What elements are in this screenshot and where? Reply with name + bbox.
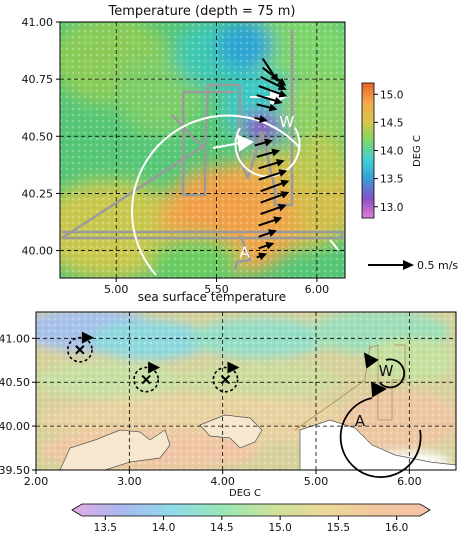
y-tick-label: 40.50 xyxy=(0,376,30,389)
colorbar-tick-label: 13.5 xyxy=(380,174,403,186)
eddy-label: A xyxy=(355,412,366,430)
colorbar-tick-label: 14.5 xyxy=(380,117,403,129)
x-tick-label: 4.00 xyxy=(210,475,235,488)
sampling-marker xyxy=(212,361,240,393)
x-tick-label: 5.00 xyxy=(304,475,329,488)
velocity-vector xyxy=(258,229,277,238)
grid-lines xyxy=(60,22,345,278)
y-tick-label: 40.00 xyxy=(0,420,30,433)
sampling-markers xyxy=(66,331,240,393)
x-tick-label: 6.00 xyxy=(305,283,330,296)
x-axis-ticks: 2.00 3.00 4.00 5.00 6.00 xyxy=(24,470,422,488)
plot-frame xyxy=(35,311,457,471)
colorbar-gradient xyxy=(71,503,431,517)
colorbar-tick-label: 14.0 xyxy=(380,146,403,158)
velocity-vector xyxy=(258,241,275,250)
y-tick-label: 41.00 xyxy=(0,332,30,345)
sampling-marker xyxy=(133,361,161,393)
y-tick-label: 40.00 xyxy=(22,245,54,258)
temperature-field xyxy=(60,22,345,278)
x-tick-label: 2.00 xyxy=(24,475,49,488)
velocity-vector xyxy=(260,191,290,204)
velocity-vector xyxy=(254,115,268,123)
velocity-vector xyxy=(256,103,278,112)
y-tick-label: 41.00 xyxy=(22,16,54,29)
y-tick-label: 40.25 xyxy=(22,187,54,200)
velocity-vector xyxy=(258,85,288,98)
y-tick-label: 40.50 xyxy=(22,130,54,143)
velocity-vector xyxy=(260,203,287,215)
velocity-vector xyxy=(256,252,268,261)
velocity-vector xyxy=(260,179,290,193)
velocity-vector xyxy=(256,94,283,105)
grid-lines xyxy=(36,312,456,470)
eddy-label: A xyxy=(240,243,251,261)
colorbar-ticks: 13.5 14.0 14.5 15.0 15.5 16.0 xyxy=(94,516,408,534)
x-tick-label: 6.00 xyxy=(397,475,422,488)
x-tick-label: 3.00 xyxy=(117,475,142,488)
eddy-label: W xyxy=(379,362,394,380)
velocity-vector xyxy=(254,138,273,147)
velocity-vector xyxy=(258,158,285,170)
colorbar-tick-label: 16.0 xyxy=(385,522,408,534)
x-tick-label: 5.00 xyxy=(104,283,129,296)
y-tick-label: 40.75 xyxy=(22,73,54,86)
temperature-panel: Temperature (depth = 75 m) xyxy=(22,4,459,296)
velocity-vector xyxy=(258,169,288,181)
y-axis-ticks: 39.50 40.00 40.50 41.00 xyxy=(0,332,36,477)
colorbar-ticks: 13.0 13.5 14.0 14.5 15.0 xyxy=(374,89,403,214)
sampling-marker xyxy=(66,331,94,363)
colorbar-tick-label: 15.0 xyxy=(380,89,403,101)
colorbar-temperature: 13.0 13.5 14.0 14.5 15.0 DEG C xyxy=(361,82,423,219)
colorbar-tick-label: 14.0 xyxy=(152,522,175,534)
colorbar-tick-label: 15.5 xyxy=(327,522,350,534)
panel-title-temperature: Temperature (depth = 75 m) xyxy=(108,4,296,19)
quiver-key: 0.5 m/s xyxy=(368,259,458,272)
arrow-marker xyxy=(236,134,255,152)
x-axis-ticks: 5.00 5.50 6.00 xyxy=(104,278,329,296)
colorbar-label: DEG C xyxy=(412,135,423,167)
sst-field xyxy=(36,312,456,470)
y-axis-ticks: 40.00 40.25 40.50 40.75 41.00 xyxy=(22,16,60,258)
colorbar-tick-label: 14.5 xyxy=(210,522,233,534)
island-shape xyxy=(59,429,171,470)
y-tick-label: 39.50 xyxy=(0,464,30,477)
eddy-labels: WA xyxy=(240,113,295,261)
panel-title-sst: sea surface temperature xyxy=(138,290,286,304)
velocity-vectors xyxy=(254,58,290,261)
colorbar-tick-label: 15.0 xyxy=(268,522,291,534)
velocity-vector xyxy=(256,148,281,158)
velocity-vector xyxy=(258,216,283,227)
plot-frame xyxy=(59,21,346,279)
velocity-vector xyxy=(262,66,287,86)
island-shape xyxy=(199,414,263,449)
colorbar-sst: 13.5 14.0 14.5 15.0 15.5 16.0 xyxy=(71,503,431,534)
eddy-labels: WA xyxy=(355,362,394,430)
colorbar-label-sst: DEG C xyxy=(229,488,261,499)
colorbar-gradient xyxy=(361,82,375,219)
colorbar-tick-label: 13.5 xyxy=(94,522,117,534)
colorbar-tick-label: 13.0 xyxy=(380,202,403,214)
quiver-key-label: 0.5 m/s xyxy=(417,259,458,272)
velocity-vector xyxy=(260,75,287,90)
x-tick-label: 5.50 xyxy=(204,283,229,296)
sst-panel: sea surface temperature xyxy=(0,290,457,534)
eddy-label: W xyxy=(279,113,294,131)
